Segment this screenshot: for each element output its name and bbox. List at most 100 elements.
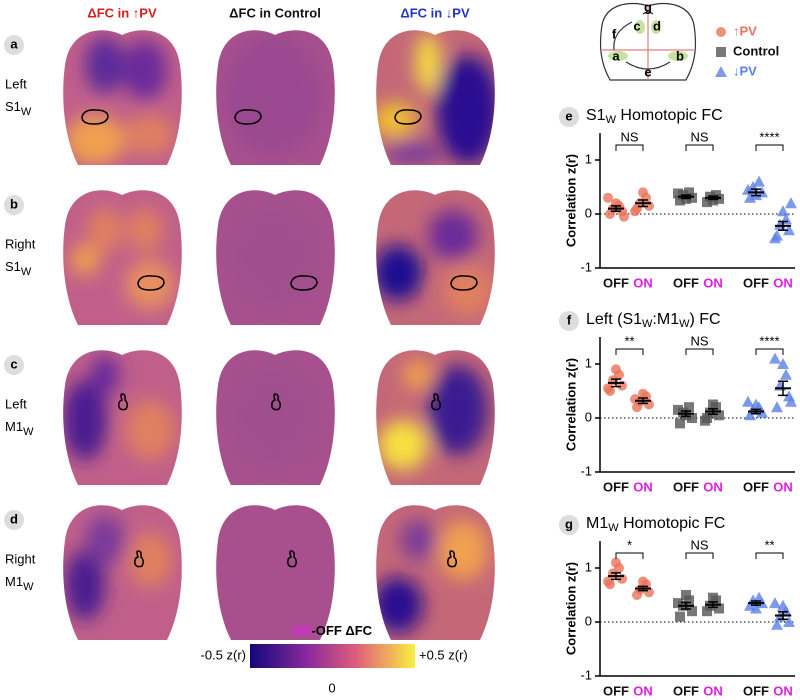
point xyxy=(769,352,781,364)
point xyxy=(630,394,640,405)
map-fill xyxy=(63,505,182,640)
y-tick-label: 0 xyxy=(585,613,592,628)
roi-outline xyxy=(134,550,145,568)
title-part: M1 xyxy=(586,515,608,532)
point xyxy=(714,603,724,614)
point xyxy=(673,404,683,415)
schematic-label: d xyxy=(653,18,661,33)
y-axis-label: Correlation z(r) xyxy=(563,154,578,247)
map-blob xyxy=(438,520,488,580)
point xyxy=(603,576,613,587)
brain-map xyxy=(216,190,335,325)
map-blob xyxy=(70,245,100,275)
brain-map xyxy=(216,30,335,165)
panel-badge xyxy=(559,515,579,535)
significance-bracket xyxy=(615,348,644,355)
colorbar-title-on: ON xyxy=(292,623,312,638)
map-blob xyxy=(428,210,478,260)
map-blob xyxy=(223,35,323,155)
y-axis-label: Correlation z(r) xyxy=(563,562,578,655)
map-blob xyxy=(416,33,440,93)
legend-marker xyxy=(716,27,726,37)
significance-label: NS xyxy=(690,333,708,348)
y-tick-label: -1 xyxy=(580,259,592,274)
map-fill xyxy=(216,190,335,325)
x-tick-label: ON xyxy=(633,479,653,494)
error-bar xyxy=(708,601,718,609)
roi-outline xyxy=(431,393,442,411)
row-side: Right xyxy=(5,551,36,566)
y-axis-label: Correlation z(r) xyxy=(563,358,578,451)
schematic-label: b xyxy=(676,48,684,63)
brain-map xyxy=(216,350,335,485)
legend-label: ↑PV xyxy=(733,23,757,38)
panel-badge xyxy=(559,311,579,331)
significance-label: **** xyxy=(759,333,779,348)
schematic-label: g xyxy=(644,0,652,14)
panel-letter: a xyxy=(10,36,18,51)
region-sub: W xyxy=(23,581,34,593)
map-blobs xyxy=(70,208,175,310)
map-blobs xyxy=(223,35,323,155)
point xyxy=(638,388,648,399)
y-tick-label: 1 xyxy=(585,151,592,166)
point xyxy=(644,587,654,598)
point xyxy=(769,597,781,609)
map-fill xyxy=(216,505,335,640)
point xyxy=(684,402,694,413)
panel-badge xyxy=(559,107,579,127)
map-fill xyxy=(63,190,182,325)
map-blob xyxy=(125,260,175,310)
panel-badge xyxy=(4,35,24,55)
significance-label: **** xyxy=(759,129,779,144)
region-name: M1 xyxy=(5,574,23,589)
brain-map xyxy=(63,350,182,485)
error-bar xyxy=(638,585,648,592)
column-title: ΔFC in Control xyxy=(229,5,321,20)
point xyxy=(742,395,754,407)
significance-bracket xyxy=(755,552,784,559)
map-blob xyxy=(428,365,488,455)
y-tick-label: 1 xyxy=(585,559,592,574)
schematic-label: e xyxy=(644,64,651,79)
map-blob xyxy=(223,200,323,310)
point xyxy=(603,383,613,394)
x-tick-label: ON xyxy=(773,275,793,290)
title-part: ) FC xyxy=(689,311,720,328)
x-tick-label: ON xyxy=(633,275,653,290)
title-part: W xyxy=(679,318,690,330)
point xyxy=(705,407,715,418)
colorbar xyxy=(250,644,415,668)
roi-outline xyxy=(81,109,109,125)
title-part: S1 xyxy=(586,107,606,124)
map-blob xyxy=(403,360,433,390)
map-blob xyxy=(436,55,495,165)
point xyxy=(675,195,685,206)
point xyxy=(673,188,683,199)
region-name: S1 xyxy=(5,259,21,274)
x-tick-label: OFF xyxy=(743,683,769,698)
column-title: ΔFC in ↓PV xyxy=(400,5,470,20)
panel-badge xyxy=(4,355,24,375)
point xyxy=(603,192,613,203)
point xyxy=(753,175,765,187)
x-tick-label: ON xyxy=(773,479,793,494)
panel-badge xyxy=(4,510,24,530)
roi-outline xyxy=(118,393,129,411)
row-side: Left xyxy=(5,76,27,91)
point xyxy=(638,576,648,587)
map-blob xyxy=(378,420,428,470)
map-blob xyxy=(376,577,423,633)
point xyxy=(711,190,721,201)
map-blob xyxy=(63,380,107,460)
panel-badge xyxy=(4,195,24,215)
roi-outline xyxy=(447,550,458,568)
point xyxy=(702,197,712,208)
schematic-label: a xyxy=(612,48,620,63)
point xyxy=(780,368,792,380)
significance-label: ** xyxy=(764,537,774,552)
map-blobs xyxy=(65,515,172,620)
error-bar xyxy=(751,600,761,607)
significance-label: * xyxy=(627,537,632,552)
